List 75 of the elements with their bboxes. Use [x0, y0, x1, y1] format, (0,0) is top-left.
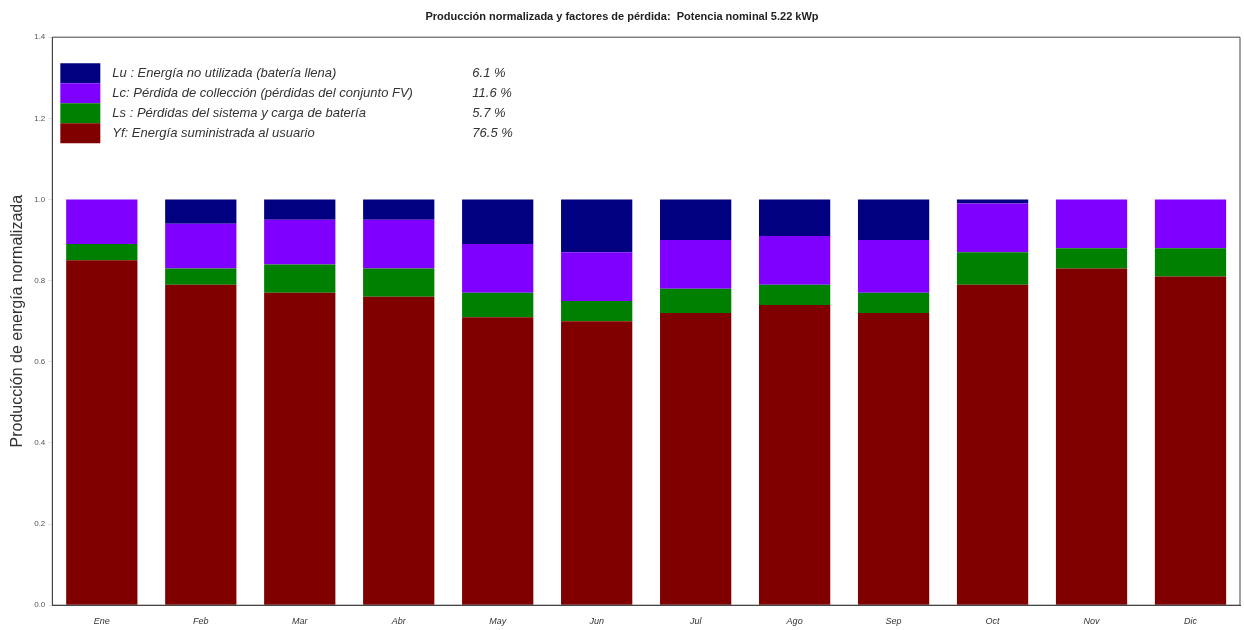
bar	[264, 292, 336, 605]
x-tick-label: Feb	[193, 616, 209, 627]
bar	[1055, 248, 1128, 269]
bar	[462, 292, 534, 318]
bar	[857, 199, 930, 241]
bar	[660, 288, 732, 314]
y-tick-label: 0.0	[34, 600, 46, 610]
bar	[165, 223, 237, 269]
y-tick-label: 1.0	[34, 194, 46, 204]
bar	[956, 203, 1029, 253]
bar	[857, 240, 930, 293]
x-tick-label: Jul	[688, 616, 703, 627]
bar	[462, 317, 534, 605]
y-tick-label: 1.4	[34, 32, 46, 42]
bar	[857, 313, 930, 605]
bar	[66, 260, 138, 605]
bar	[857, 292, 930, 314]
x-tick-label: Abr	[390, 616, 407, 627]
y-tick-label: 0.6	[34, 356, 46, 366]
chart-title: Producción normalizada y factores de pérdida: Potencia nominal 5.22 kWp	[425, 9, 819, 22]
bar	[660, 199, 732, 241]
bar	[66, 244, 138, 261]
annotation: 76.5 %	[472, 124, 513, 140]
bar	[561, 321, 633, 605]
bar	[1055, 268, 1128, 605]
annotation: 11.6 %	[472, 84, 512, 100]
bar	[956, 199, 1029, 204]
bar	[363, 268, 435, 297]
legend-label: Lu : Energía no utilizada (batería llena)	[112, 64, 337, 80]
bar	[66, 199, 138, 245]
x-tick-label: Jun	[588, 616, 604, 627]
bar	[165, 284, 237, 605]
bar	[1154, 276, 1227, 605]
x-tick-label: May	[489, 616, 507, 627]
bar	[758, 236, 831, 285]
y-tick-label: 0.8	[34, 275, 46, 285]
bar	[264, 219, 336, 265]
bar	[561, 300, 633, 322]
bar	[264, 199, 336, 220]
bar	[363, 219, 435, 269]
bar	[462, 199, 534, 245]
bar	[561, 252, 633, 301]
x-tick-label: Nov	[1083, 616, 1101, 627]
bar	[165, 199, 237, 224]
x-tick-label: Ago	[785, 616, 803, 627]
legend-label: Lc: Pérdida de collección (pérdidas del conjunto FV)	[112, 84, 413, 100]
bar	[758, 304, 831, 605]
bar	[956, 252, 1029, 285]
y-tick-label: 0.2	[34, 519, 46, 529]
legend-label: Yf: Energía suministrada al usuario	[112, 124, 315, 140]
bar	[1055, 199, 1128, 249]
bar	[165, 268, 237, 285]
legend-label: Ls : Pérdidas del sistema y carga de batería	[112, 104, 366, 120]
x-tick-label: Sep	[885, 616, 902, 627]
bar	[758, 284, 831, 305]
x-tick-label: Oct	[985, 616, 1001, 627]
x-tick-label: Ene	[93, 616, 110, 627]
x-tick-label: Dic	[1184, 616, 1198, 627]
y-tick-label: 0.4	[34, 438, 46, 448]
bar	[264, 264, 336, 293]
bar	[363, 199, 435, 220]
x-tick-label: Mar	[292, 616, 309, 627]
bar	[1154, 199, 1227, 249]
y-axis-title: Producción de energía normalizada	[8, 194, 26, 448]
bar	[561, 199, 633, 253]
bar	[363, 296, 435, 605]
bar	[758, 199, 831, 236]
bar	[462, 244, 534, 293]
bar	[660, 313, 732, 605]
bar	[956, 284, 1029, 605]
annotation: 6.1 %	[472, 64, 506, 80]
y-tick-label: 1.2	[34, 113, 46, 123]
bar	[1154, 248, 1227, 277]
bar	[660, 240, 732, 289]
annotation: 5.7 %	[472, 104, 506, 120]
